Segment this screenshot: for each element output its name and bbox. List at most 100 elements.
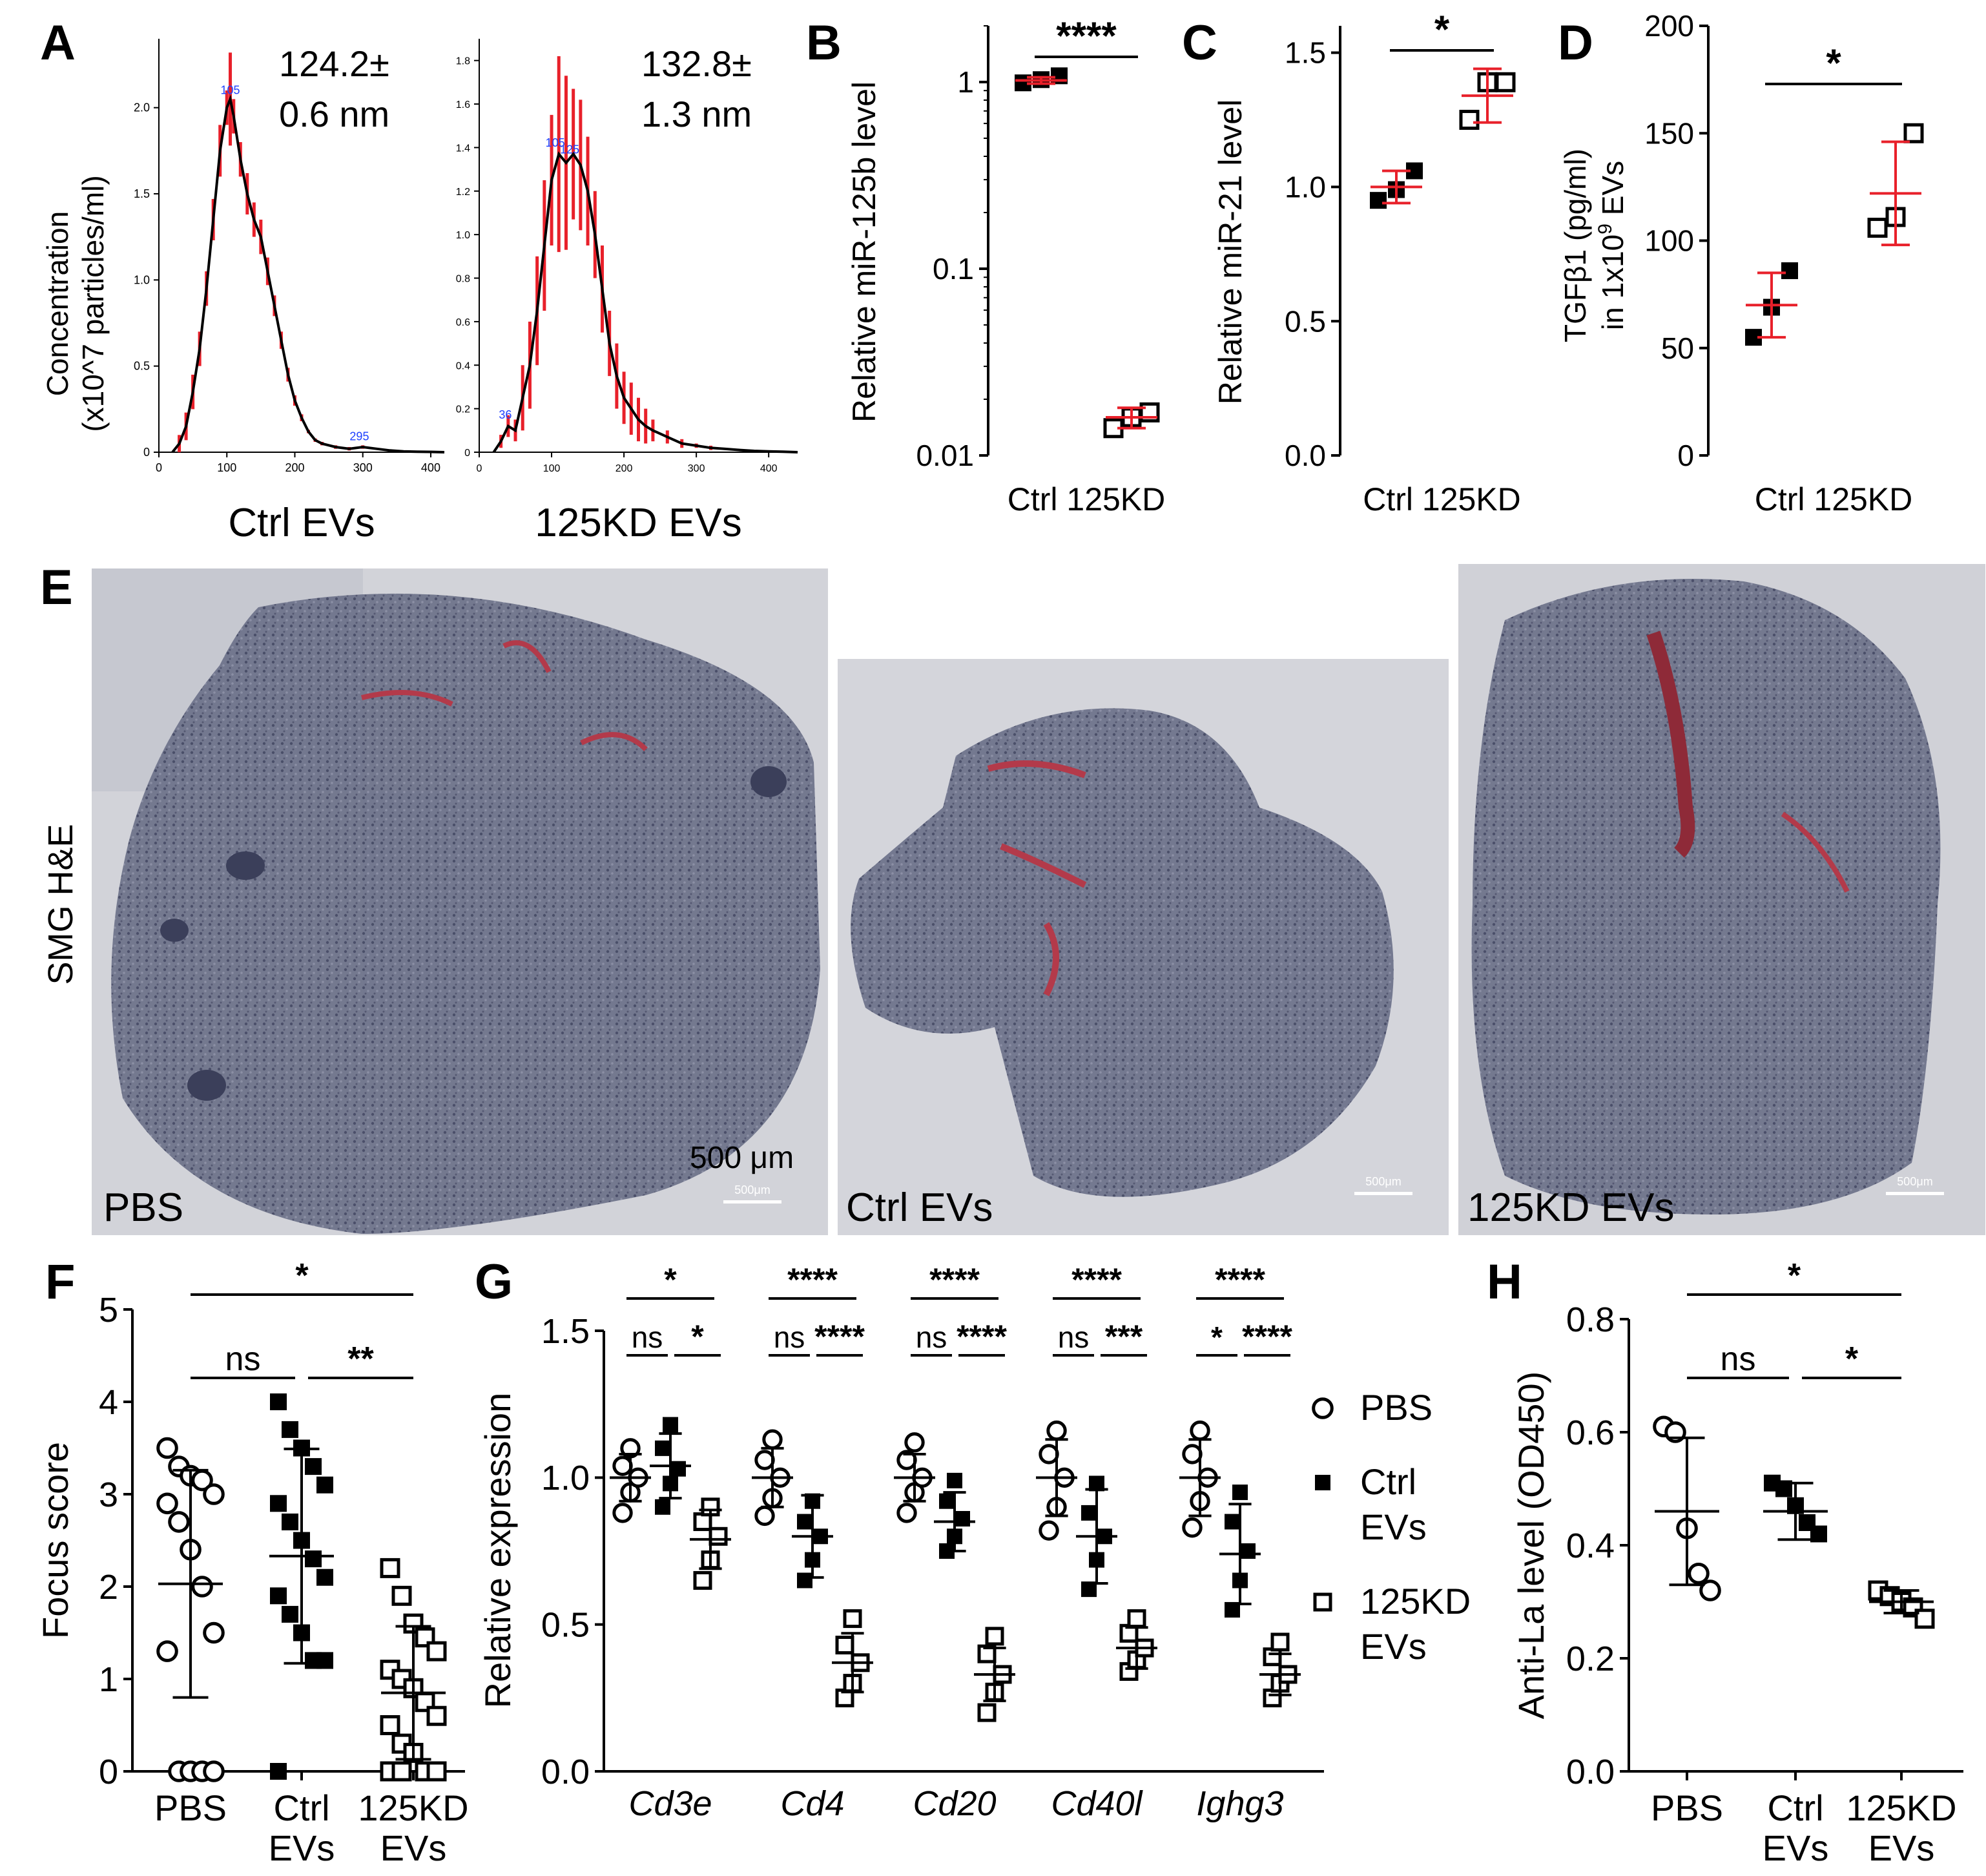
gene-label: Cd40l: [1051, 1784, 1143, 1823]
data-point-ctrl: [655, 1499, 670, 1515]
data-point-125kd: [843, 1609, 862, 1629]
x-category-label: EVs: [380, 1828, 447, 1868]
x-tick-label: 100: [543, 463, 561, 474]
histology-125kd-scalebar: [1886, 1192, 1944, 1195]
histology-125kd-scalebar-text: 500μm: [1897, 1175, 1932, 1188]
histology-pbs-scalebar-text: 500μm: [734, 1183, 770, 1196]
data-point-pbs: [156, 1640, 178, 1662]
y-tick-label: 0.8: [1566, 1300, 1615, 1339]
y-tick-label: 0.8: [456, 274, 470, 285]
data-point-ctrl: [655, 1440, 670, 1456]
data-point-pbs: [896, 1503, 917, 1523]
significance-label: ****: [814, 1318, 865, 1355]
data-point-ctrl: [305, 1458, 322, 1475]
data-point-ctrl: [947, 1472, 962, 1488]
data-point-125kd: [426, 1641, 447, 1662]
panel-letter-h: H: [1487, 1255, 1522, 1309]
significance-label: ****: [1215, 1262, 1265, 1298]
significance-label: ****: [1071, 1262, 1122, 1298]
legend-label: EVs: [1360, 1626, 1427, 1667]
y-tick-label: 0.1: [933, 252, 974, 286]
chart-c-mir21: 0.0 0.5 1.0 1.5 * Ctrl 125KD Relative miR-21 l…: [1212, 8, 1521, 517]
y-tick-label: 0: [143, 446, 150, 459]
data-point-125kd: [426, 1705, 447, 1726]
data-point-ctrl: [663, 1417, 678, 1433]
data-point-pbs: [1312, 1397, 1334, 1419]
y-axis-label-1: TGFβ1 (pg/ml): [1558, 149, 1592, 342]
data-point-ctrl: [316, 1476, 333, 1494]
data-point-pbs: [1039, 1520, 1059, 1541]
data-point-pbs: [1688, 1562, 1710, 1585]
data-point-pbs: [1182, 1517, 1203, 1538]
peak-label: 125: [560, 143, 579, 156]
data-point-pbs: [168, 1511, 190, 1533]
y-tick-label: 0.0: [541, 1753, 590, 1791]
data-point-pbs: [1699, 1579, 1721, 1601]
data-point-ctrl: [670, 1461, 686, 1477]
x-category-label: PBS: [1651, 1787, 1723, 1828]
size-annotation-2: 1.3 nm: [641, 94, 752, 134]
significance-label: *: [1788, 1257, 1801, 1295]
significance-label: *: [1845, 1340, 1859, 1378]
data-point-125kd: [415, 1627, 435, 1648]
data-point-ctrl: [797, 1572, 812, 1589]
data-point-125kd: [1495, 72, 1516, 92]
y-tick-label: 0: [464, 448, 470, 459]
significance-label: ns: [225, 1340, 261, 1378]
chart-a-ctrl-evs: 0 100 200 300 400 0 0.5 1.0 1.5 2.0 105 295 124.2± 0.…: [134, 39, 445, 545]
chart-a-125kd-evs: 0 100 200 300 400 0 0.2 0.4 0.6 0.8 1.0 1.2 1.4 1.6 1.…: [456, 39, 798, 545]
y-axis-label: Focus score: [35, 1442, 76, 1639]
histology-scale-text: 500 μm: [690, 1141, 794, 1175]
data-point-ctrl: [282, 1605, 298, 1623]
y-tick-label: 0.2: [456, 404, 470, 415]
y-tick-label: 4: [99, 1383, 118, 1422]
y-tick-label: 1.0: [541, 1459, 590, 1497]
y-tick-label: 1.0: [1285, 170, 1326, 203]
y-tick-label: 0.01: [916, 439, 974, 472]
data-point-pbs: [156, 1492, 178, 1515]
x-category-labels: Ctrl 125KD: [1008, 481, 1166, 517]
y-tick-label: 0: [99, 1753, 118, 1791]
x-category-labels: Ctrl 125KD: [1755, 481, 1913, 517]
histology-image-125kd-evs: 125KD EVs 500μm: [1458, 564, 1985, 1235]
data-point-pbs: [612, 1455, 633, 1476]
significance-label: ns: [632, 1320, 663, 1354]
histology-image-ctrl-evs: Ctrl EVs 500μm: [838, 659, 1449, 1235]
data-point-ctrl: [797, 1514, 812, 1530]
data-point-ctrl: [1081, 1505, 1097, 1521]
data-point-125kd: [1459, 109, 1480, 130]
data-point-pbs: [762, 1429, 783, 1450]
data-point-pbs: [156, 1437, 178, 1459]
size-distribution-line: [492, 151, 798, 453]
peak-label: 105: [546, 136, 565, 149]
gene-label: Cd20: [913, 1784, 996, 1823]
data-point-ctrl: [270, 1587, 287, 1605]
data-point-125kd: [835, 1635, 854, 1654]
x-tick-label: 300: [688, 463, 705, 474]
significance-label: *: [1434, 8, 1450, 51]
x-category-label: 125KD: [1846, 1787, 1956, 1828]
x-category-label: Ctrl: [1767, 1787, 1823, 1828]
significance-label: ****: [957, 1318, 1007, 1355]
y-tick-label: 200: [1644, 9, 1694, 43]
significance-label: ****: [1242, 1318, 1292, 1355]
significance-label: *: [295, 1257, 309, 1295]
data-point-pbs: [203, 1760, 225, 1782]
significance-label: *: [1826, 41, 1841, 85]
chart-b-mir125b: 0.01 0.1 1 **** Ctrl 125KD Relative miR-125b …: [846, 14, 1165, 517]
x-category-label: Ctrl: [273, 1787, 329, 1828]
panel-letter-c: C: [1182, 16, 1217, 70]
x-tick-label: 400: [421, 461, 440, 474]
data-point-125kd: [693, 1570, 712, 1590]
data-point-pbs: [1190, 1420, 1210, 1441]
data-point-ctrl: [316, 1569, 333, 1586]
y-tick-label: 1.2: [456, 187, 470, 198]
significance-label: *: [664, 1262, 677, 1298]
y-tick-label: 5: [99, 1291, 118, 1329]
data-point-ctrl: [1225, 1514, 1240, 1530]
data-point-pbs: [203, 1483, 225, 1505]
